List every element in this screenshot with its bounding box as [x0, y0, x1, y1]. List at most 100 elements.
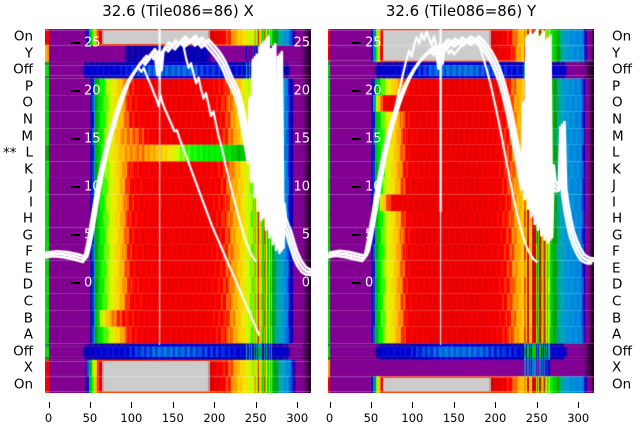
row-label-left-x-20: X: [23, 359, 33, 376]
y-tick-dash-X-15: [71, 138, 80, 140]
y-tick-label-Y-10: 10: [365, 179, 382, 195]
x-tick-label-X-0: 0: [44, 411, 53, 425]
row-label-right-b-17: B: [612, 309, 622, 326]
y-tick-dash-X-25: [71, 42, 80, 44]
x-tick-label-Y-100: 100: [401, 411, 424, 425]
heatmap-panel-y: [328, 29, 594, 393]
y-tick-label-Y-20: 20: [365, 83, 382, 99]
row-label-right-e-14: E: [612, 260, 621, 277]
y-tick-label-X-25: 25: [84, 35, 101, 51]
y-tick-label-Y-0: 0: [365, 275, 374, 291]
x-tick-label-X-50: 50: [82, 411, 98, 425]
row-label-left-off-2: Off: [13, 61, 33, 78]
row-label-left-b-17: B: [23, 309, 33, 326]
y-tick-label-X-10: 10: [84, 179, 101, 195]
y-tick-label-X-5: 5: [84, 227, 93, 243]
y-tick-label-right-X-20: 20: [293, 83, 310, 99]
x-tick-mark-Y-250: [536, 402, 538, 408]
row-label-left-j-9: J: [29, 177, 33, 194]
x-tick-label-Y-300: 300: [567, 411, 590, 425]
row-label-right-c-16: C: [612, 293, 622, 310]
row-label-right-d-15: D: [612, 276, 623, 293]
flagged-dipole-marker: **: [3, 145, 17, 162]
y-tick-dash-X-10: [71, 186, 80, 188]
y-tick-label-right-X-0: 0: [301, 275, 310, 291]
y-tick-label-X-15: 15: [84, 131, 101, 147]
row-label-left-y-1: Y: [24, 45, 33, 62]
row-label-left-f-13: F: [25, 243, 33, 260]
y-tick-dash-Y-5: [352, 234, 361, 236]
y-tick-label-right-X-5: 5: [301, 227, 310, 243]
row-label-left-a-18: A: [23, 326, 33, 343]
row-label-right-m-6: M: [612, 127, 624, 144]
x-tick-mark-Y-300: [578, 402, 580, 408]
row-label-left-p-3: P: [24, 78, 33, 95]
row-label-right-l-7: L: [612, 144, 620, 161]
row-label-left-off-19: Off: [13, 342, 33, 359]
row-label-left-k-8: K: [24, 160, 33, 177]
row-label-left-h-11: H: [22, 210, 33, 227]
y-tick-label-Y-15: 15: [365, 131, 382, 147]
y-tick-label-right-X-15: 15: [293, 131, 310, 147]
row-label-left-c-16: C: [23, 293, 33, 310]
x-tick-mark-X-250: [255, 402, 257, 408]
y-tick-dash-Y-10: [352, 186, 361, 188]
x-tick-mark-Y-0: [329, 402, 331, 408]
x-tick-mark-X-200: [214, 402, 216, 408]
panel-title-y: 32.6 (Tile086=86) Y: [385, 2, 537, 20]
x-tick-label-X-200: 200: [203, 411, 226, 425]
y-tick-dash-Y-20: [352, 90, 361, 92]
x-tick-mark-Y-150: [453, 402, 455, 408]
x-tick-mark-Y-50: [370, 402, 372, 408]
row-label-right-on-21: On: [612, 375, 632, 392]
row-label-right-off-2: Off: [612, 61, 632, 78]
x-tick-mark-Y-200: [495, 402, 497, 408]
y-tick-dash-X-5: [71, 234, 80, 236]
row-label-right-off-19: Off: [612, 342, 632, 359]
y-tick-dash-Y-15: [352, 138, 361, 140]
row-label-left-g-12: G: [22, 227, 33, 244]
row-label-right-k-8: K: [612, 160, 621, 177]
row-label-left-on-21: On: [13, 375, 33, 392]
y-tick-label-Y-5: 5: [365, 227, 374, 243]
x-tick-mark-X-100: [131, 402, 133, 408]
y-tick-dash-X-0: [71, 282, 80, 284]
y-tick-dash-Y-0: [352, 282, 361, 284]
x-tick-label-Y-200: 200: [484, 411, 507, 425]
x-tick-label-Y-0: 0: [325, 411, 334, 425]
row-label-right-p-3: P: [612, 78, 621, 95]
x-tick-label-X-150: 150: [161, 411, 184, 425]
x-tick-label-Y-250: 250: [525, 411, 548, 425]
x-tick-label-X-100: 100: [120, 411, 143, 425]
row-label-left-o-4: O: [22, 94, 33, 111]
x-tick-mark-X-50: [89, 402, 91, 408]
row-label-left-on-0: On: [13, 28, 33, 45]
x-tick-mark-X-300: [297, 402, 299, 408]
y-tick-label-X-20: 20: [84, 83, 101, 99]
x-tick-label-X-300: 300: [286, 411, 309, 425]
panel-title-x: 32.6 (Tile086=86) X: [102, 2, 254, 20]
row-label-right-a-18: A: [612, 326, 622, 343]
y-tick-label-right-X-25: 25: [293, 35, 310, 51]
row-label-left-n-5: N: [22, 111, 33, 128]
row-label-right-g-12: G: [612, 227, 623, 244]
row-label-left-l-7: L: [25, 144, 33, 161]
y-tick-label-Y-25: 25: [365, 35, 382, 51]
y-tick-label-right-X-10: 10: [293, 179, 310, 195]
x-tick-label-X-250: 250: [244, 411, 267, 425]
row-label-right-j-9: J: [612, 177, 616, 194]
row-label-left-m-6: M: [21, 127, 33, 144]
row-label-right-n-5: N: [612, 111, 623, 128]
row-label-right-y-1: Y: [612, 45, 621, 62]
row-label-right-x-20: X: [612, 359, 622, 376]
row-label-right-i-10: I: [612, 193, 616, 210]
x-tick-mark-X-0: [48, 402, 50, 408]
y-tick-dash-X-20: [71, 90, 80, 92]
x-tick-mark-X-150: [172, 402, 174, 408]
heatmap-panel-x: [45, 29, 311, 393]
y-tick-dash-Y-25: [352, 42, 361, 44]
x-tick-label-Y-150: 150: [442, 411, 465, 425]
row-label-left-e-14: E: [24, 260, 33, 277]
row-label-right-h-11: H: [612, 210, 623, 227]
